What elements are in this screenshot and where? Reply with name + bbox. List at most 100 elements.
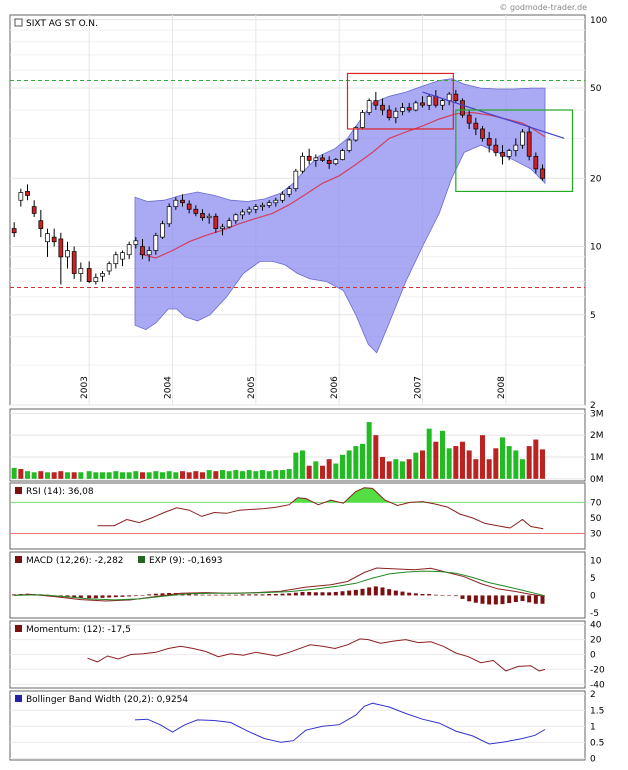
year-tick-label: 2006 <box>330 376 340 399</box>
volume-y-tick-label: 2M <box>590 431 604 441</box>
candle-body <box>526 131 532 157</box>
moving-average-line <box>139 111 546 259</box>
volume-bar <box>420 450 425 479</box>
volume-bar <box>373 435 379 479</box>
volume-bar <box>246 470 252 479</box>
candle-body <box>280 193 285 201</box>
macd-histogram-bar <box>333 591 338 596</box>
candle-body <box>313 157 319 161</box>
momentum-legend-swatch-icon <box>15 625 22 632</box>
volume-bar <box>300 450 305 479</box>
volume-bar <box>533 439 539 479</box>
macd-histogram-bar <box>267 594 272 596</box>
price-y-tick-label: 20 <box>590 174 602 184</box>
volume-bar <box>78 472 84 479</box>
momentum-y-tick-label: -20 <box>590 665 605 675</box>
year-tick-label: 2004 <box>164 376 174 399</box>
candle-body <box>293 170 299 190</box>
macd-histogram-bar <box>520 595 525 601</box>
volume-bar <box>186 472 192 479</box>
macd-histogram-bar <box>233 594 238 596</box>
candle-body <box>206 215 212 219</box>
volume-bar <box>473 459 479 479</box>
volume-bar <box>380 457 385 479</box>
volume-bar <box>173 472 179 479</box>
macd-histogram-bar <box>533 595 538 604</box>
candle-body <box>213 215 219 229</box>
candle-body <box>246 208 252 213</box>
candle-body <box>200 213 205 219</box>
macd-histogram-bar <box>187 594 192 596</box>
bbw-y-tick-label: 2 <box>590 690 596 700</box>
volume-bar <box>513 450 519 479</box>
macd-histogram-bar <box>213 594 218 596</box>
macd-histogram-bar <box>540 595 545 604</box>
macd-title: MACD (12,26): -2,282 <box>26 556 124 566</box>
volume-bar <box>453 446 459 479</box>
volume-bar <box>426 428 432 479</box>
candle-body <box>300 155 305 172</box>
macd-histogram-bar <box>327 592 332 596</box>
macd-histogram-bar <box>427 594 432 596</box>
macd-histogram-bar <box>193 594 198 596</box>
candle-body <box>340 150 345 160</box>
volume-bar <box>406 459 412 479</box>
candle-body <box>140 246 145 256</box>
volume-bar <box>11 467 17 479</box>
candle-body <box>493 144 499 153</box>
volume-bar <box>266 471 272 479</box>
macd-histogram-bar <box>400 591 405 596</box>
macd-histogram-bar <box>313 592 318 596</box>
bollinger-band <box>134 78 546 354</box>
source-credit: © godmode-trader.de <box>499 3 587 12</box>
rsi-legend-swatch-icon <box>15 487 22 494</box>
volume-bar <box>293 452 299 479</box>
volume-bar <box>58 471 64 479</box>
macd-histogram-bar <box>340 591 345 596</box>
macd-histogram-bar <box>387 589 392 596</box>
macd-histogram-bar <box>280 593 285 596</box>
volume-bar <box>480 435 485 479</box>
volume-bar <box>18 469 24 479</box>
exp-title: EXP (9): -0,1693 <box>149 556 223 566</box>
volume-bar <box>86 471 92 479</box>
macd-histogram-bar <box>407 592 412 596</box>
candle-body <box>186 203 192 210</box>
title-checkbox-icon <box>14 18 23 27</box>
volume-bar <box>180 471 185 479</box>
momentum-y-tick-label: 40 <box>590 621 602 631</box>
volume-bar <box>226 471 232 479</box>
candle-body <box>373 100 379 106</box>
price-y-tick-label: 50 <box>590 84 602 94</box>
momentum-title: Momentum: (12): -17,5 <box>26 625 131 635</box>
macd-histogram-bar <box>220 594 225 596</box>
bbw-title: Bollinger Band Width (20,2): 0,9254 <box>26 695 188 705</box>
volume-y-tick-label: 1M <box>590 453 604 463</box>
macd-histogram-bar <box>253 594 258 596</box>
candle-body <box>540 168 545 179</box>
macd-histogram-bar <box>153 593 158 596</box>
candle-body <box>286 188 292 195</box>
volume-bar <box>486 459 492 479</box>
macd-histogram-bar <box>460 595 465 599</box>
volume-bar <box>346 450 352 479</box>
price-y-tick-label: 10 <box>590 243 602 253</box>
volume-bar <box>253 471 259 479</box>
macd-histogram-bar <box>200 594 205 596</box>
macd-signal-line <box>14 570 546 601</box>
volume-bar <box>353 446 359 479</box>
macd-histogram-bar <box>447 595 452 596</box>
macd-histogram-bar <box>467 595 472 602</box>
macd-y-tick-label: 10 <box>590 557 602 567</box>
volume-bar <box>500 437 505 479</box>
candle-body <box>166 206 172 225</box>
macd-histogram-bar <box>240 594 245 596</box>
macd-histogram-bar <box>120 595 125 597</box>
macd-histogram-bar <box>127 595 132 597</box>
volume-bar <box>31 472 37 479</box>
volume-bar <box>260 470 265 479</box>
volume-bar <box>286 469 292 479</box>
candle-body <box>486 138 492 146</box>
volume-bar <box>51 472 57 479</box>
candle-body <box>133 240 139 245</box>
